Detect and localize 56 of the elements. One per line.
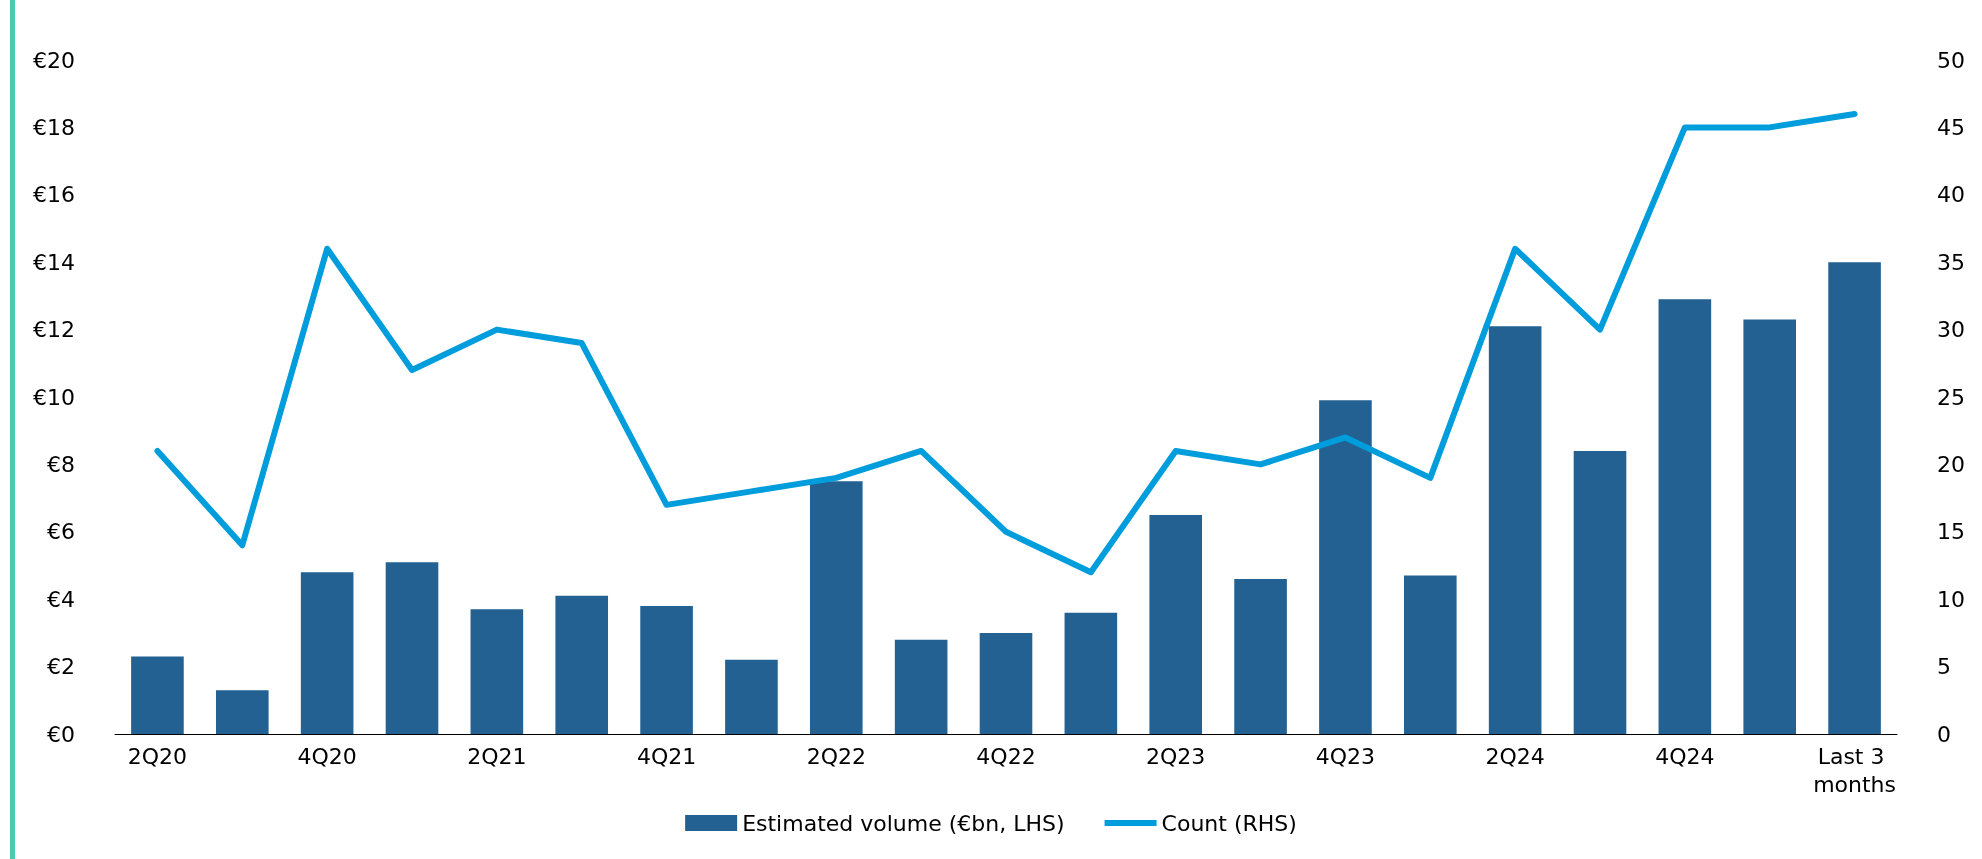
bar [1234,578,1287,734]
y2-tick-label: 5 [1937,654,1951,680]
bar [385,562,439,734]
x-tick-label: 4Q21 [636,743,697,769]
y-tick-label: €0 [47,721,75,747]
bar [725,659,778,734]
bar [809,481,863,734]
bar [131,656,184,734]
x-tick-label: 2Q23 [1146,743,1206,769]
legend-label: Estimated volume (€bn, LHS) [742,810,1065,836]
y2-tick-label: 20 [1937,451,1965,477]
y-tick-label: €6 [47,519,75,545]
x-tick-label: 4Q23 [1315,743,1376,769]
y-tick-label: €18 [33,114,75,140]
y2-tick-label: 45 [1937,114,1965,140]
bar [300,572,354,734]
y2-tick-label: 15 [1937,519,1965,545]
x-tick-label: 2Q21 [467,743,527,769]
y-tick-label: €2 [47,654,75,680]
y-tick-label: €4 [47,586,75,612]
bar [1828,262,1881,734]
y2-tick-label: 25 [1937,384,1965,410]
bar [470,609,524,734]
bar [1743,319,1797,734]
bar [1064,612,1118,734]
x-tick-label: 2Q22 [806,743,866,769]
y2-tick-label: 10 [1937,586,1965,612]
bar [1658,299,1712,734]
bar [555,595,609,734]
x-tick-label: 2Q20 [127,743,188,769]
x-tick-label: 4Q22 [976,743,1036,769]
y-tick-label: €12 [33,317,75,343]
y2-tick-label: 40 [1937,182,1965,208]
bar [1319,400,1372,734]
y-tick-label: €20 [33,47,75,73]
bar [894,639,948,734]
x-tick-label: 4Q20 [297,743,357,769]
y-tick-label: €14 [33,249,75,275]
y-tick-label: €16 [33,182,75,208]
bar [640,605,693,734]
bar [1403,575,1457,734]
bar [979,632,1033,734]
bar [1149,514,1203,734]
x-tick-label: 2Q24 [1485,743,1545,769]
bar [215,690,269,734]
legend-label: Count (RHS) [1161,810,1297,836]
x-tick-label: Last 3 months [1813,743,1897,797]
x-tick-label: 4Q24 [1655,743,1715,769]
y2-tick-label: 50 [1937,47,1965,73]
y-tick-label: €8 [47,451,75,477]
y-tick-label: €10 [33,384,75,410]
y2-tick-label: 0 [1937,721,1951,747]
bar [1573,450,1627,734]
bar [1488,326,1542,734]
y2-tick-label: 30 [1937,317,1965,343]
y2-tick-label: 35 [1937,249,1965,275]
